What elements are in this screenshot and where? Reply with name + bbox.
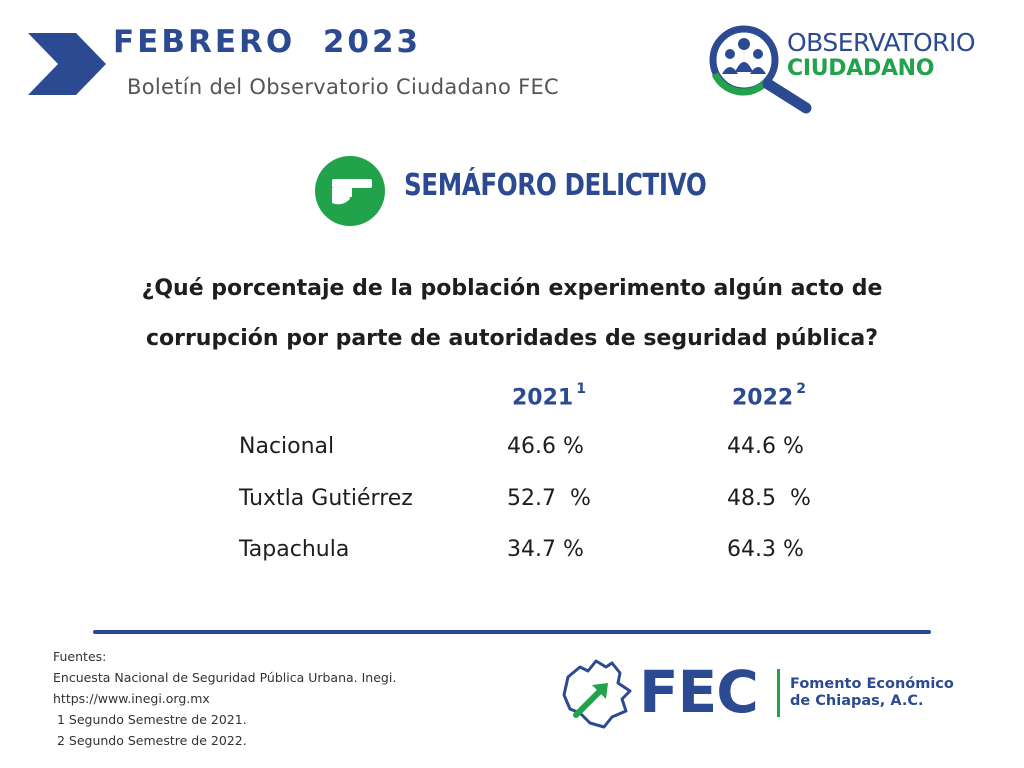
chiapas-map-arrow-icon [562, 659, 632, 729]
hand-gun-icon [315, 156, 385, 226]
bulletin-subtitle: Boletín del Observatorio Ciudadano FEC [127, 75, 559, 99]
observatorio-logo-line2: CIUDADANO [787, 56, 935, 81]
column-header-2022: 2022 2 [732, 381, 806, 411]
fec-name-line-1: Fomento Económico [790, 676, 954, 692]
footnote-1: 1 Segundo Semestre de 2021. [53, 712, 247, 727]
fec-organization-name: Fomento Económico de Chiapas, A.C. [790, 676, 954, 710]
question-line-1: ¿Qué porcentaje de la población experime… [141, 276, 883, 301]
row-label-nacional: Nacional [239, 434, 335, 459]
logo-separator [777, 669, 780, 717]
footnote-2: 2 Segundo Semestre de 2022. [53, 733, 247, 748]
fec-name-line-2: de Chiapas, A.C. [790, 693, 924, 709]
footnote-marker: 2 [796, 381, 806, 397]
question-line-2: corrupción por parte de autoridades de s… [145, 326, 879, 351]
row-label-tapachula: Tapachula [239, 537, 350, 562]
sources-heading: Fuentes: [53, 649, 107, 664]
row-label-tuxtla: Tuxtla Gutiérrez [239, 486, 413, 511]
table-cell: 34.7 % [507, 537, 584, 562]
source-line: Encuesta Nacional de Seguridad Pública U… [53, 670, 397, 685]
table-cell: 46.6 % [507, 434, 584, 459]
divider [93, 630, 931, 634]
observatorio-logo-line1: OBSERVATORIO [787, 28, 976, 57]
month-title: FEBRERO 2023 [113, 24, 422, 60]
sources-footnote: Fuentes: Encuesta Nacional de Seguridad P… [53, 646, 396, 751]
survey-question: ¿Qué porcentaje de la población experime… [62, 264, 962, 364]
chevron-right-icon [28, 33, 106, 95]
footnote-marker: 1 [576, 381, 586, 397]
table-cell: 64.3 % [727, 537, 804, 562]
table-cell: 52.7 % [507, 486, 591, 511]
section-title: SEMÁFORO DELICTIVO [404, 168, 707, 203]
magnifier-people-icon [709, 25, 812, 114]
table-cell: 48.5 % [727, 486, 811, 511]
fec-acronym: FEC [639, 658, 759, 726]
column-header-2021: 2021 1 [512, 381, 586, 411]
table-cell: 44.6 % [727, 434, 804, 459]
source-link[interactable]: https://www.inegi.org.mx [53, 691, 210, 706]
